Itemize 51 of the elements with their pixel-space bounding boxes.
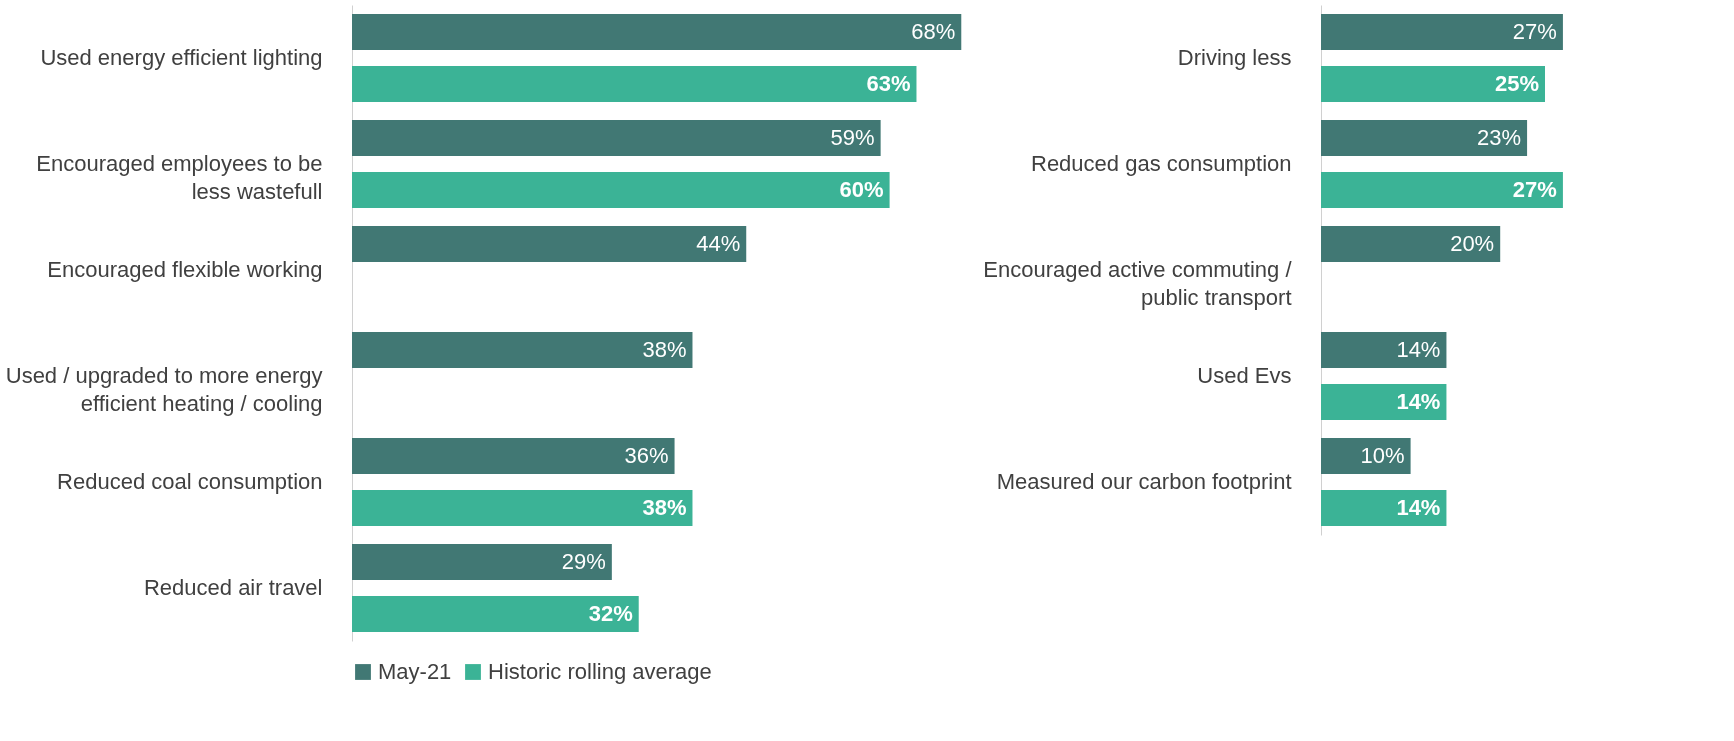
bar (352, 438, 675, 475)
y-tick-label: Encouraged employees to be less wastefull (36, 151, 323, 204)
data-label: 14% (1396, 494, 1441, 520)
bar (352, 14, 962, 51)
bar (352, 544, 612, 581)
data-label: 68% (911, 19, 956, 45)
bar (352, 171, 890, 208)
data-label: 23% (1477, 125, 1522, 151)
data-label: 36% (624, 443, 669, 469)
bar (352, 595, 639, 632)
data-label: 10% (1360, 443, 1405, 469)
bar (352, 226, 747, 263)
data-label: 14% (1396, 337, 1441, 363)
data-label: 38% (642, 337, 687, 363)
bar (352, 120, 881, 157)
bar (1321, 65, 1545, 102)
data-label: 29% (561, 549, 606, 575)
data-label: 27% (1512, 19, 1557, 45)
bar (352, 65, 917, 102)
y-tick-label: Used Evs (1197, 363, 1292, 388)
bar (1321, 438, 1411, 475)
data-label: 60% (839, 176, 884, 202)
y-tick-label: Reduced coal consumption (57, 469, 323, 494)
legend-label: Historic rolling average (488, 659, 712, 684)
bar (1321, 489, 1447, 526)
bar (1321, 171, 1563, 208)
data-label: 27% (1512, 176, 1557, 202)
data-label: 38% (642, 494, 687, 520)
bar (1321, 120, 1528, 157)
y-tick-label: Encouraged active commuting / public transport (983, 257, 1293, 310)
bar (352, 489, 693, 526)
y-tick-label: Reduced air travel (143, 575, 323, 600)
bar (352, 332, 693, 369)
y-tick-label: Encouraged flexible working (47, 257, 323, 282)
y-tick-label: Reduced gas consumption (1031, 151, 1292, 176)
bar (1321, 332, 1447, 369)
bar (1321, 383, 1447, 420)
data-label: 25% (1494, 70, 1539, 96)
data-label: 63% (866, 70, 911, 96)
legend-label: May-21 (378, 659, 452, 684)
bar (1321, 14, 1563, 51)
data-label: 59% (830, 125, 875, 151)
y-tick-label: Used / upgraded to more energy efficient heating / cooling (5, 363, 323, 416)
data-label: 32% (588, 600, 633, 626)
y-tick-label: Measured our carbon footprint (996, 469, 1292, 494)
data-label: 14% (1396, 388, 1441, 414)
data-label: 44% (696, 231, 741, 257)
y-tick-label: Used energy efficient lighting (40, 45, 323, 70)
y-tick-label: Driving less (1177, 45, 1292, 70)
bar (1321, 226, 1501, 263)
data-label: 20% (1450, 231, 1495, 257)
